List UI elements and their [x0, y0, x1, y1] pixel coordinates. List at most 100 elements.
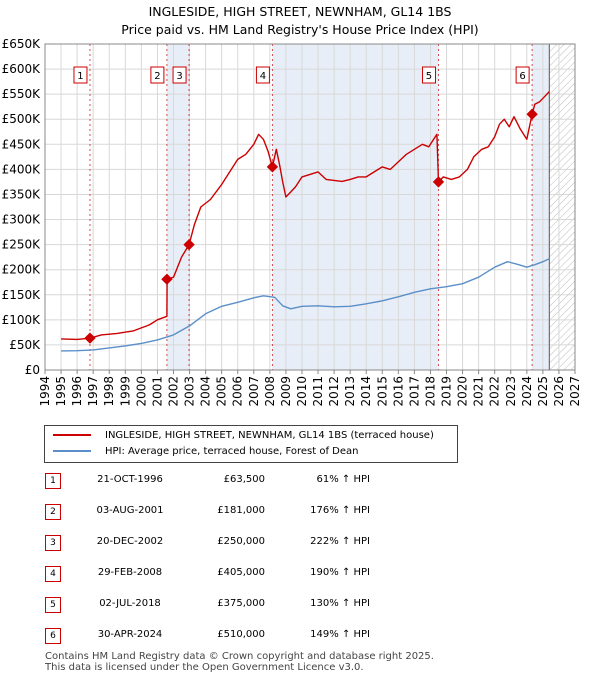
- sale-label-number: 3: [176, 71, 182, 82]
- x-tick-label: 2007: [247, 376, 261, 407]
- ownership-band: [166, 44, 190, 370]
- sale-point: [183, 238, 195, 251]
- sale-row: 5 02-JUL-2018 £375,000 130% ↑ HPI: [0, 594, 600, 616]
- chart-legend: INGLESIDE, HIGH STREET, NEWNHAM, GL14 1B…: [44, 425, 458, 463]
- sale-hpi-change: 130% ↑ HPI: [310, 598, 370, 609]
- sale-label-number: 1: [77, 71, 83, 82]
- price-chart: £0 £50K £100K £150K £200K £250K £300K £350K £400…: [2, 37, 582, 407]
- x-tick-label: 2012: [327, 376, 341, 407]
- y-tick-label: £400K: [2, 162, 42, 176]
- sale-number-badge: 5: [45, 597, 61, 613]
- sale-number-badge: 3: [45, 535, 61, 551]
- y-tick-label: £300K: [2, 213, 42, 227]
- sale-label-box: [515, 66, 530, 84]
- sale-number-badge: 1: [45, 473, 61, 489]
- sale-hpi-change: 222% ↑ HPI: [310, 536, 370, 547]
- sale-number-badge: 2: [45, 504, 61, 520]
- y-tick-label: £600K: [2, 62, 42, 76]
- sale-date: 30-APR-2024: [97, 629, 163, 640]
- chart-title: INGLESIDE, HIGH STREET, NEWNHAM, GL14 1B…: [0, 3, 600, 39]
- sale-row: 3 20-DEC-2002 £250,000 222% ↑ HPI: [0, 532, 600, 554]
- x-tick-label: 2009: [279, 376, 293, 407]
- sale-point: [161, 273, 173, 285]
- x-tick-label: 1998: [102, 376, 116, 407]
- x-tick-label: 2022: [488, 376, 502, 407]
- sale-label-box: [255, 66, 270, 84]
- y-tick-label: £500K: [2, 112, 42, 126]
- sale-price: £63,500: [223, 474, 265, 485]
- series-line-hpi: [61, 258, 550, 352]
- sale-row: 1 21-OCT-1996 £63,500 61% ↑ HPI: [0, 470, 600, 492]
- y-tick-label: £50K: [9, 338, 41, 352]
- x-tick-label: 2020: [456, 376, 470, 407]
- sale-label-box: [172, 66, 187, 84]
- x-tick-label: 1995: [54, 376, 68, 407]
- y-tick-label: £650K: [2, 37, 42, 51]
- y-tick-label: £200K: [2, 263, 42, 277]
- sale-date: 29-FEB-2008: [97, 567, 163, 578]
- sale-row: 6 30-APR-2024 £510,000 149% ↑ HPI: [0, 625, 600, 647]
- sale-date: 20-DEC-2002: [96, 536, 164, 547]
- sale-point: [266, 161, 279, 173]
- x-tick-label: 2004: [199, 376, 213, 407]
- x-tick-label: 2008: [263, 376, 277, 407]
- x-tick-label: 2014: [359, 376, 373, 407]
- sale-price: £375,000: [217, 598, 265, 609]
- sale-label-number: 5: [426, 71, 432, 82]
- future-hatch-region: [549, 44, 575, 370]
- x-tick-label: 1994: [38, 376, 52, 407]
- x-tick-label: 2018: [423, 376, 437, 407]
- ownership-band: [272, 44, 439, 370]
- legend-label-property: INGLESIDE, HIGH STREET, NEWNHAM, GL14 1B…: [105, 430, 434, 441]
- x-tick-label: 1999: [118, 376, 132, 407]
- sale-row: 4 29-FEB-2008 £405,000 190% ↑ HPI: [0, 563, 600, 585]
- sale-label-box: [421, 66, 436, 84]
- legend-label-hpi: HPI: Average price, terraced house, Fore…: [105, 446, 359, 457]
- sale-number-badge: 4: [45, 566, 61, 582]
- y-tick-label: £250K: [2, 238, 42, 252]
- x-tick-label: 2016: [391, 376, 405, 407]
- x-tick-label: 2010: [295, 376, 309, 407]
- sale-date: 02-JUL-2018: [99, 598, 161, 609]
- sale-price: £405,000: [217, 567, 265, 578]
- x-tick-label: 2003: [183, 376, 197, 407]
- legend-swatch-hpi: [53, 450, 91, 452]
- x-tick-label: 2015: [375, 376, 389, 407]
- x-tick-label: 2017: [407, 376, 421, 407]
- series-line-property: [61, 91, 550, 341]
- legend-swatch-property: [53, 434, 91, 436]
- x-tick-label: 2013: [343, 376, 357, 407]
- x-tick-label: 2023: [504, 376, 518, 407]
- sale-point: [432, 176, 445, 188]
- footer-line1: Contains HM Land Registry data © Crown c…: [45, 651, 434, 662]
- sale-label-number: 4: [260, 71, 266, 82]
- ownership-band: [532, 44, 550, 370]
- x-tick-label: 2005: [215, 376, 229, 407]
- x-tick-label: 2024: [520, 376, 534, 407]
- x-tick-label: 2006: [231, 376, 245, 407]
- chart-title-line2: Price paid vs. HM Land Registry's House …: [121, 22, 479, 37]
- plot-frame: [44, 43, 576, 371]
- sale-hpi-change: 176% ↑ HPI: [310, 505, 370, 516]
- x-tick-label: 2011: [311, 376, 325, 407]
- y-tick-label: £550K: [2, 87, 42, 101]
- chart-title-line1: INGLESIDE, HIGH STREET, NEWNHAM, GL14 1B…: [148, 4, 452, 19]
- footer-line2: This data is licensed under the Open Gov…: [45, 662, 364, 673]
- sale-date: 21-OCT-1996: [97, 474, 163, 485]
- sale-price: £510,000: [217, 629, 265, 640]
- legend-item-property: INGLESIDE, HIGH STREET, NEWNHAM, GL14 1B…: [53, 428, 434, 444]
- x-tick-label: 2000: [134, 376, 148, 407]
- sale-number-badge: 6: [45, 628, 61, 644]
- sale-label-number: 6: [519, 71, 525, 82]
- x-tick-label: 1997: [86, 376, 100, 407]
- sale-label-box: [150, 66, 165, 84]
- legend-item-hpi: HPI: Average price, terraced house, Fore…: [53, 444, 358, 460]
- x-tick-label: 2021: [472, 376, 486, 407]
- y-tick-label: £350K: [2, 187, 42, 201]
- x-tick-label: 2001: [150, 376, 164, 407]
- sale-hpi-change: 190% ↑ HPI: [310, 567, 370, 578]
- y-tick-label: £450K: [2, 137, 42, 151]
- y-tick-label: £150K: [2, 288, 42, 302]
- x-tick-label: 2002: [166, 376, 180, 407]
- sale-price: £181,000: [217, 505, 265, 516]
